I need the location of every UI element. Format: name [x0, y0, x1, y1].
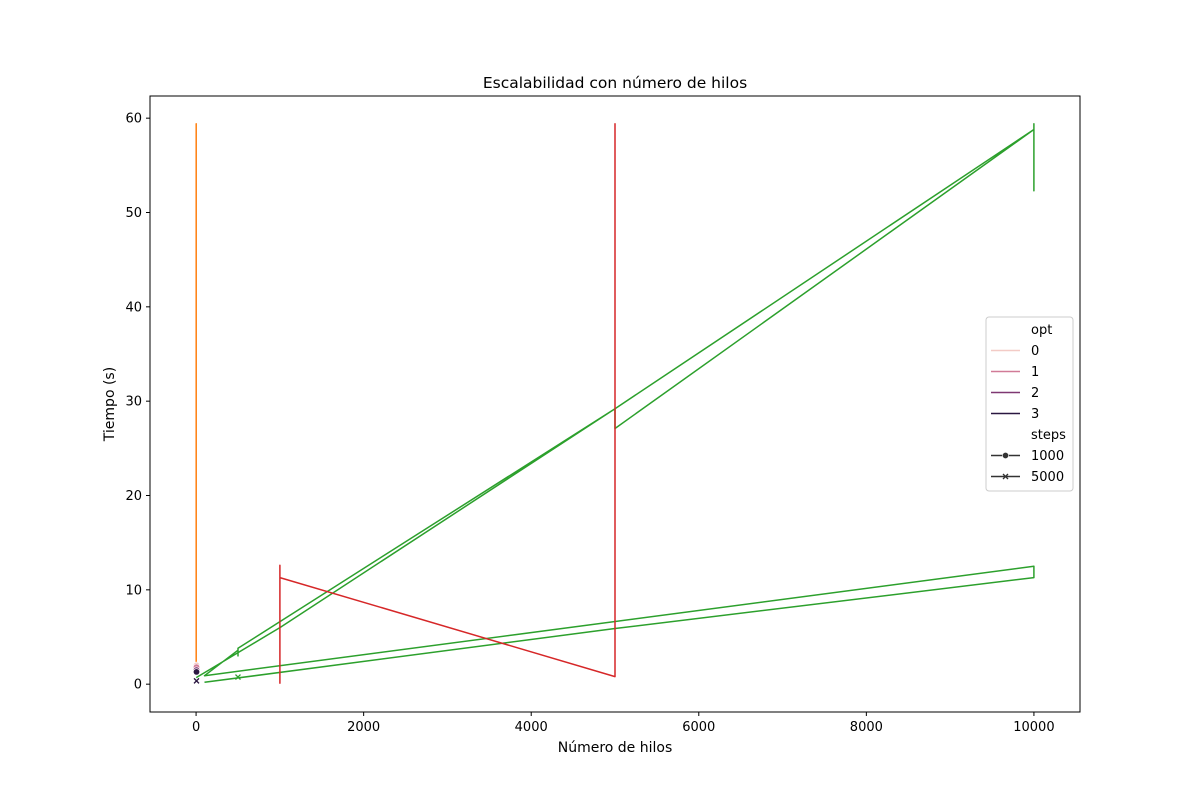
- chart-title: Escalabilidad con número de hilos: [483, 74, 747, 92]
- data-point-x-stroke: [193, 677, 200, 684]
- y-tick-label: 50: [125, 206, 142, 221]
- legend-marker-circle: [1001, 451, 1009, 459]
- data-point-x-stroke: [235, 674, 241, 681]
- x-axis-label: Número de hilos: [558, 740, 673, 756]
- x-tick-label: 4000: [515, 720, 548, 735]
- legend-title-opt: opt: [1031, 323, 1052, 338]
- data-point-4: [193, 677, 200, 684]
- x-tick-label: 2000: [347, 720, 380, 735]
- points-layer: [193, 661, 241, 684]
- y-tick-label: 40: [125, 300, 142, 315]
- y-tick-label: 60: [125, 112, 142, 127]
- legend-label-opt-0: 0: [1031, 344, 1039, 359]
- x-tick-label: 10000: [1013, 720, 1054, 735]
- y-axis-label: Tiempo (s): [102, 367, 118, 442]
- legend-label-opt-3: 3: [1031, 407, 1039, 422]
- legend-label-opt-2: 2: [1031, 386, 1039, 401]
- legend-box: [985, 316, 1074, 492]
- series-line-2: [279, 123, 616, 684]
- series-layer: [195, 123, 1035, 684]
- legend-marker-x: [1002, 473, 1009, 480]
- legend-title-steps: steps: [1031, 428, 1066, 443]
- y-tick-label: 30: [125, 395, 142, 410]
- x-tick-label: 6000: [682, 720, 715, 735]
- legend-label-steps-1000: 1000: [1031, 449, 1064, 464]
- data-point-5: [235, 674, 241, 681]
- plot-frame: [149, 95, 1081, 713]
- y-axis-ticks: 0 10 20 30 40 50 60: [125, 112, 150, 693]
- x-tick-label: 8000: [850, 720, 883, 735]
- y-tick-label: 10: [125, 583, 142, 598]
- x-axis-ticks: 0 2000 4000 6000 8000 10000: [192, 712, 1055, 735]
- legend-label-steps-5000: 5000: [1031, 470, 1064, 485]
- data-point-3: [193, 668, 201, 676]
- y-tick-label: 20: [125, 489, 142, 504]
- legend-label-opt-1: 1: [1031, 365, 1039, 380]
- legend: opt 0 1 2 3 steps 1000 5000: [985, 316, 1074, 492]
- x-tick-label: 0: [192, 720, 200, 735]
- y-tick-label: 0: [134, 678, 142, 693]
